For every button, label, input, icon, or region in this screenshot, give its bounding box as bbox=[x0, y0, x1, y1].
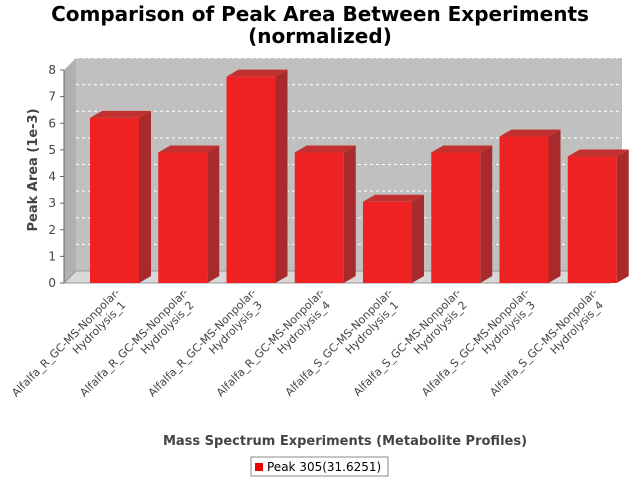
y-tick-label: 0 bbox=[48, 276, 56, 290]
bar-side bbox=[548, 129, 561, 283]
bar-top bbox=[90, 110, 151, 118]
bar-top bbox=[567, 149, 629, 157]
bar bbox=[158, 152, 208, 283]
bar-side bbox=[480, 145, 493, 283]
bar bbox=[294, 152, 344, 283]
y-tick-label: 1 bbox=[48, 249, 56, 263]
bar-side bbox=[207, 145, 220, 283]
plot-area: 0 1 2 3 4 5 6 7 8 Alfalfa_R_GC-MS-Nonpolar-Hydrol… bbox=[9, 57, 629, 409]
bar bbox=[567, 156, 617, 283]
y-tick-label: 5 bbox=[48, 143, 56, 157]
bar bbox=[499, 136, 549, 283]
y-tick-label: 4 bbox=[48, 170, 56, 184]
bar bbox=[90, 117, 139, 283]
y-axis-label: Peak Area (1e-3) bbox=[26, 108, 41, 231]
y-tick-label: 7 bbox=[48, 90, 56, 104]
legend-box bbox=[250, 456, 389, 477]
y-tick-label: 6 bbox=[48, 116, 56, 130]
y-tick-label: 8 bbox=[48, 63, 56, 77]
y-tick-label: 3 bbox=[48, 196, 56, 210]
bar-top bbox=[158, 145, 220, 153]
legend: Peak 305(31.6251) bbox=[250, 456, 389, 477]
bar bbox=[226, 76, 276, 283]
bar-top bbox=[294, 145, 356, 153]
chart-title-line1: Comparison of Peak Area Between Experime… bbox=[51, 2, 589, 26]
bar bbox=[363, 201, 412, 283]
bar-side bbox=[616, 149, 629, 283]
bar-top bbox=[499, 129, 561, 137]
legend-swatch bbox=[255, 463, 263, 471]
bar-side bbox=[343, 145, 356, 283]
bar-side bbox=[275, 69, 288, 283]
bar-top bbox=[226, 69, 288, 77]
bar bbox=[431, 152, 481, 283]
bar-side bbox=[139, 110, 151, 283]
x-axis-label: Mass Spectrum Experiments (Metabolite Pr… bbox=[163, 434, 527, 449]
bar-side bbox=[412, 194, 424, 283]
plot-side-wall bbox=[64, 58, 76, 283]
x-tick-label: Alfalfa_R_GC-MS-Nonpolar-Hydrolysis_1 bbox=[9, 286, 132, 409]
y-tick-label: 2 bbox=[48, 223, 56, 237]
bar-top bbox=[431, 145, 493, 153]
chart-title-line2: (normalized) bbox=[248, 24, 392, 48]
legend-label: Peak 305(31.6251) bbox=[267, 460, 381, 474]
bar-top bbox=[363, 194, 424, 202]
